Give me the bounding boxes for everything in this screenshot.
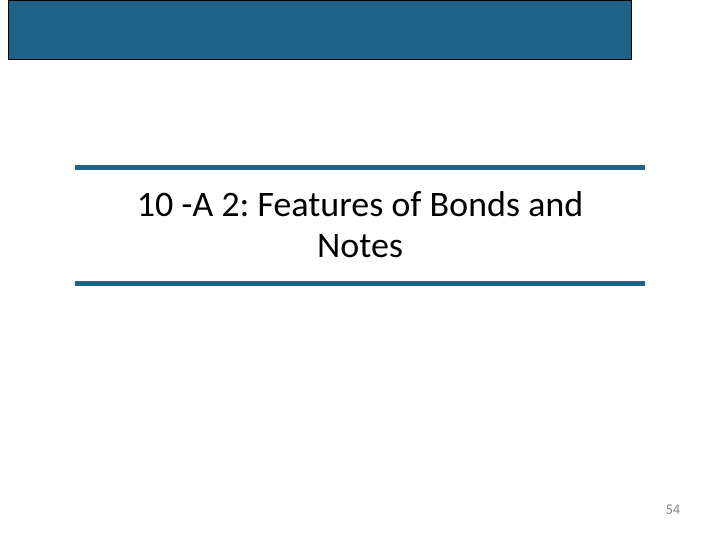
page-number: 54 (666, 501, 680, 518)
title-block: 10 -A 2: Features of Bonds and Notes (75, 165, 645, 286)
title-line-1: 10 -A 2: Features of Bonds and (75, 184, 645, 225)
title-line-2: Notes (75, 225, 645, 266)
header-bar (8, 0, 632, 60)
